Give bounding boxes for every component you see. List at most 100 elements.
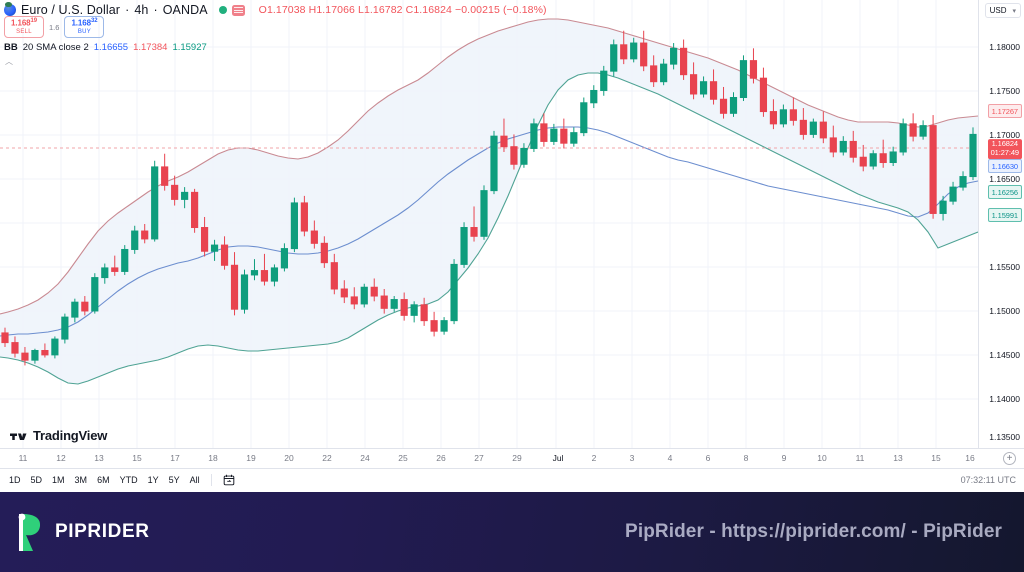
ohlc-change-percent: (−0.18%) — [502, 4, 547, 16]
plus-circle-icon[interactable]: + — [1003, 452, 1016, 465]
piprider-logo-icon — [18, 513, 41, 551]
bollinger-bands-legend[interactable]: BB 20 SMA close 2 1.16655 1.17384 1.1592… — [4, 42, 207, 53]
currency-label: USD — [989, 6, 1007, 15]
time-tick-label: 2 — [591, 453, 597, 463]
ohlc-values: O1.17038 H1.17066 L1.16782 C1.16824 −0.0… — [259, 4, 547, 16]
ohlc-low-label: L — [358, 4, 364, 16]
time-tick-label: 11 — [18, 453, 28, 463]
chart-canvas — [0, 0, 978, 448]
bb-basis-price-tag: 1.16630 — [987, 159, 1022, 173]
time-scale[interactable]: 11 12 13 15 17 18 19 20 22 24 25 26 27 2… — [0, 448, 1024, 468]
bb-upper-price-tag: 1.17267 — [987, 104, 1022, 118]
time-tick-label: 10 — [817, 453, 827, 463]
tradingview-logo-icon — [10, 433, 27, 440]
time-tick-label: 11 — [855, 453, 865, 463]
candlestick-series — [1, 30, 977, 366]
indicator-params: 20 SMA close 2 — [22, 42, 89, 53]
price-tick-label: 1.14500 — [989, 350, 1020, 360]
price-tick-label: 1.15500 — [989, 262, 1020, 272]
bar-countdown: 01:27:49 — [990, 148, 1020, 157]
indicator-upper-value: 1.17384 — [133, 42, 168, 53]
range-6m[interactable]: 6M — [97, 474, 110, 485]
ohlc-close-label: C — [405, 4, 414, 16]
symbol-separator: · — [125, 3, 130, 17]
time-tick-label: 13 — [893, 453, 903, 463]
chevron-down-icon: ▾ — [1012, 7, 1016, 15]
range-all[interactable]: All — [189, 474, 200, 485]
price-tick-label: 1.15000 — [989, 306, 1020, 316]
legend-collapse-icon[interactable]: ︿ — [5, 57, 13, 66]
range-1y[interactable]: 1Y — [147, 474, 159, 485]
chart-bottom-toolbar: 1D 5D 1M 3M 6M YTD 1Y 5Y All — [0, 468, 1024, 490]
spread-value: 1.6 — [49, 22, 60, 32]
last-price-value: 1.16824 — [991, 139, 1019, 149]
price-tick-label: 1.17000 — [989, 130, 1020, 140]
ohlc-open-value: 1.17038 — [266, 4, 306, 16]
indicator-name: BB — [4, 42, 18, 53]
crosshair-high-tag: 1.16256 — [987, 185, 1022, 199]
price-tick-label: 1.18000 — [989, 42, 1020, 52]
range-5d[interactable]: 5D — [30, 474, 43, 485]
time-tick-label: 15 — [132, 453, 142, 463]
time-tick-label: 19 — [246, 453, 256, 463]
buy-sell-quote-row: 1.16819 SELL 1.6 1.16832 BUY — [4, 16, 105, 39]
time-tick-label: 25 — [398, 453, 408, 463]
time-tick-label: 4 — [667, 453, 673, 463]
crosshair-low-tag: 1.15991 — [987, 208, 1022, 222]
currency-selector[interactable]: USD ▾ — [984, 3, 1021, 18]
time-tick-label: 6 — [705, 453, 711, 463]
time-tick-label: 17 — [170, 453, 180, 463]
time-tick-label: 15 — [931, 453, 941, 463]
symbol-separator-2: · — [153, 3, 158, 17]
tradingview-wordmark: TradingView — [33, 428, 108, 443]
buy-button[interactable]: 1.16832 BUY — [64, 16, 105, 39]
time-tick-label: 8 — [743, 453, 749, 463]
buy-label: BUY — [77, 29, 92, 36]
time-tick-label: 18 — [208, 453, 218, 463]
euro-flag-icon — [4, 2, 16, 16]
time-tick-label: 20 — [284, 453, 294, 463]
range-1d[interactable]: 1D — [9, 474, 21, 485]
toolbar-divider — [210, 473, 212, 486]
symbol-name[interactable]: Euro / U.S. Dollar — [21, 3, 121, 17]
time-tick-label: 12 — [56, 453, 66, 463]
range-3m[interactable]: 3M — [74, 474, 88, 485]
chart-plot-area[interactable] — [0, 0, 978, 448]
chart-clock[interactable]: 07:32:11 UTC — [960, 474, 1016, 485]
sell-button[interactable]: 1.16819 SELL — [4, 16, 45, 39]
piprider-brand: PIPRIDER — [0, 510, 150, 554]
range-ytd[interactable]: YTD — [119, 474, 138, 485]
buy-price: 1.16832 — [71, 18, 98, 28]
time-tick-label: 16 — [965, 453, 975, 463]
market-open-dot — [218, 6, 227, 14]
time-tick-label: 22 — [322, 453, 332, 463]
price-tick-label: 1.17500 — [989, 86, 1020, 96]
tradingview-chart-window: Euro / U.S. Dollar · 4h · OANDA O1.17038… — [0, 0, 1024, 490]
tradingview-watermark[interactable]: TradingView — [10, 428, 107, 443]
time-tick-label: 3 — [629, 453, 635, 463]
candles-style-icon[interactable] — [231, 4, 245, 16]
price-tick-label: 1.14000 — [989, 394, 1020, 404]
time-tick-label: 24 — [360, 453, 370, 463]
piprider-wordmark: PIPRIDER — [55, 521, 150, 542]
price-scale[interactable]: USD ▾ 1.18000 1.17500 1.17000 1.16500 1.… — [978, 0, 1024, 448]
time-tick-label: 26 — [436, 453, 446, 463]
ohlc-change: −0.00215 — [455, 4, 500, 16]
range-1m[interactable]: 1M — [52, 474, 65, 485]
time-tick-label: 9 — [781, 453, 787, 463]
time-tick-label-month: Jul — [552, 453, 564, 463]
ohlc-high-value: 1.17066 — [316, 4, 355, 16]
exchange-label: OANDA — [162, 3, 208, 17]
piprider-banner: PIPRIDER PipRider - https://piprider.com… — [0, 492, 1024, 572]
indicator-lower-value: 1.15927 — [172, 42, 207, 53]
interval-label[interactable]: 4h — [134, 3, 149, 17]
calendar-range-icon[interactable] — [222, 473, 236, 487]
ohlc-close-value: 1.16824 — [413, 4, 452, 16]
price-tick-label: 1.13500 — [989, 432, 1020, 442]
indicator-basis-value: 1.16655 — [93, 42, 129, 53]
sell-label: SELL — [16, 29, 32, 36]
time-tick-label: 27 — [474, 453, 484, 463]
range-buttons: 1D 5D 1M 3M 6M YTD 1Y 5Y All — [0, 473, 236, 487]
range-5y[interactable]: 5Y — [168, 474, 180, 485]
